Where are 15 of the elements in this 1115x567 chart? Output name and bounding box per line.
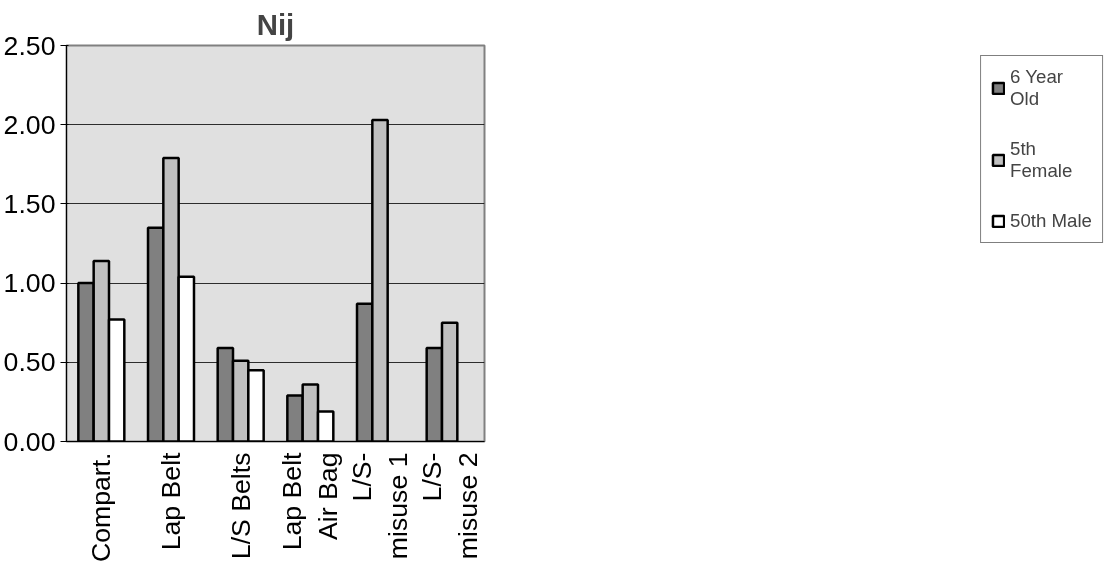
- legend-label: 50th Male: [1010, 210, 1092, 232]
- y-tick-label: 2.50: [3, 30, 56, 61]
- y-tick-label: 1.00: [3, 268, 56, 299]
- y-tick-label: 2.00: [3, 109, 56, 140]
- x-tick-label: Lap Belt Air Bag: [277, 451, 344, 551]
- legend-label: 5th Female: [1010, 138, 1073, 182]
- y-tick-label: 0.00: [3, 426, 56, 457]
- x-tick-label: Compart.: [86, 452, 117, 563]
- x-tick-label: Lap Belt: [156, 451, 186, 551]
- y-tick-label: 1.50: [3, 188, 56, 219]
- x-tick-label: L/S-misuse 1: [347, 452, 413, 560]
- chart-title: Nij: [256, 7, 295, 41]
- x-tick-label: L/S Belts: [225, 452, 256, 560]
- y-tick-label: 0.50: [3, 347, 56, 378]
- legend-label: 6 Year Old: [1010, 66, 1063, 110]
